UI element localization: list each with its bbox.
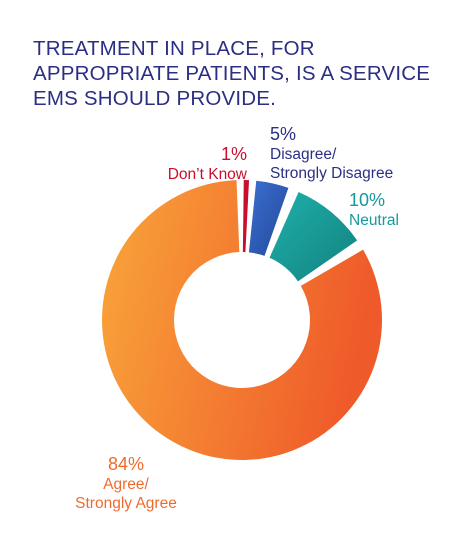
pct-label: 10% bbox=[349, 190, 385, 210]
chart-title: TREATMENT IN PLACE, FOR APPROPRIATE PATI… bbox=[33, 36, 453, 111]
pct-label: 1% bbox=[221, 144, 247, 164]
category-label: Strongly Disagree bbox=[270, 165, 393, 182]
chart-title-line: APPROPRIATE PATIENTS, IS A SERVICE bbox=[33, 62, 431, 85]
chart-title-line: TREATMENT IN PLACE, FOR bbox=[33, 37, 315, 60]
label-dont-know: 1% Don’t Know bbox=[168, 144, 248, 183]
chart-title-line: EMS SHOULD PROVIDE. bbox=[33, 87, 277, 110]
category-label: Strongly Agree bbox=[75, 495, 177, 512]
slice-neutral bbox=[269, 191, 358, 282]
label-neutral: 10% Neutral bbox=[349, 190, 399, 229]
slice-agree bbox=[102, 180, 383, 460]
category-label: Neutral bbox=[349, 212, 399, 229]
pct-label: 5% bbox=[270, 124, 296, 144]
pct-label: 84% bbox=[108, 454, 144, 474]
category-label: Disagree/ bbox=[270, 146, 337, 163]
label-disagree: 5% Disagree/Strongly Disagree bbox=[270, 124, 393, 182]
slice-disagree bbox=[248, 180, 289, 256]
category-label: Don’t Know bbox=[168, 166, 248, 183]
category-label: Agree/ bbox=[103, 476, 149, 493]
slice-dont-know bbox=[242, 180, 250, 253]
label-agree: 84% Agree/Strongly Agree bbox=[75, 454, 177, 512]
